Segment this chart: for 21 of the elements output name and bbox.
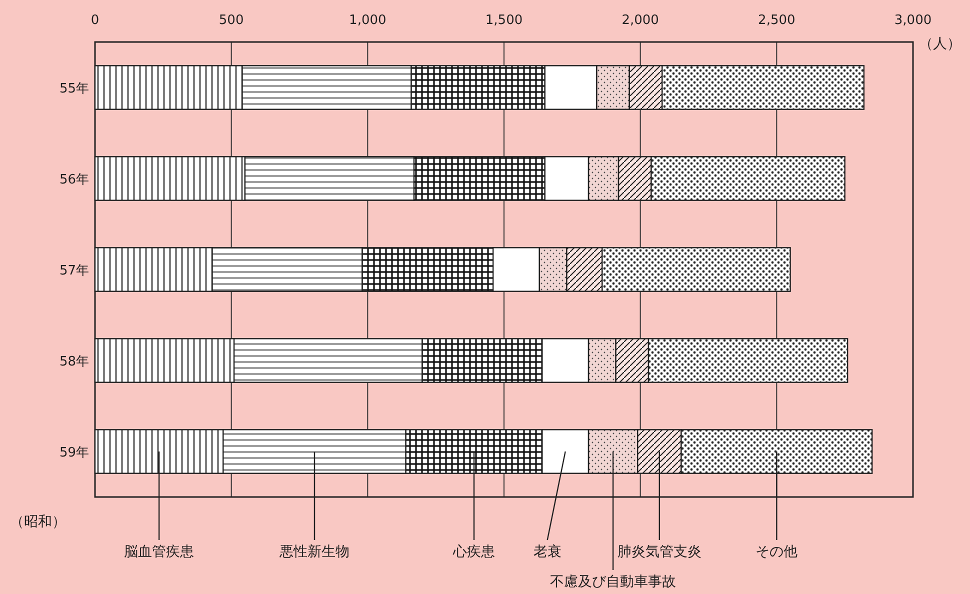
y-tick-label: 56年 — [59, 172, 89, 188]
y-tick-label: 57年 — [59, 264, 89, 278]
x-tick-label: 1,000 — [349, 13, 386, 28]
x-axis-title: （人） — [919, 36, 961, 52]
text: その他 — [756, 544, 798, 560]
x-tick-label: 1,500 — [485, 13, 523, 28]
text: 老衰 — [533, 544, 562, 560]
x-tick-label: 2,000 — [622, 13, 659, 28]
y-tick-label: 58年 — [59, 354, 89, 370]
x-tick-label: 3,000 — [894, 13, 932, 28]
x-tick-label: 0 — [90, 13, 100, 28]
text: 悪性新生物 — [278, 544, 350, 560]
text: 心疾患 — [452, 544, 496, 560]
text: 肺炎気管支炎 — [617, 544, 702, 560]
text: 脳血管疾患 — [124, 544, 194, 560]
y-axis-title: （昭和） — [10, 514, 66, 530]
y-tick-label: 55年 — [59, 82, 89, 96]
x-tick-label: 500 — [218, 13, 244, 28]
y-tick-label: 59年 — [59, 446, 89, 460]
x-tick-label: 2,500 — [758, 13, 796, 28]
text: 不慮及び自動車事故 — [550, 574, 676, 590]
